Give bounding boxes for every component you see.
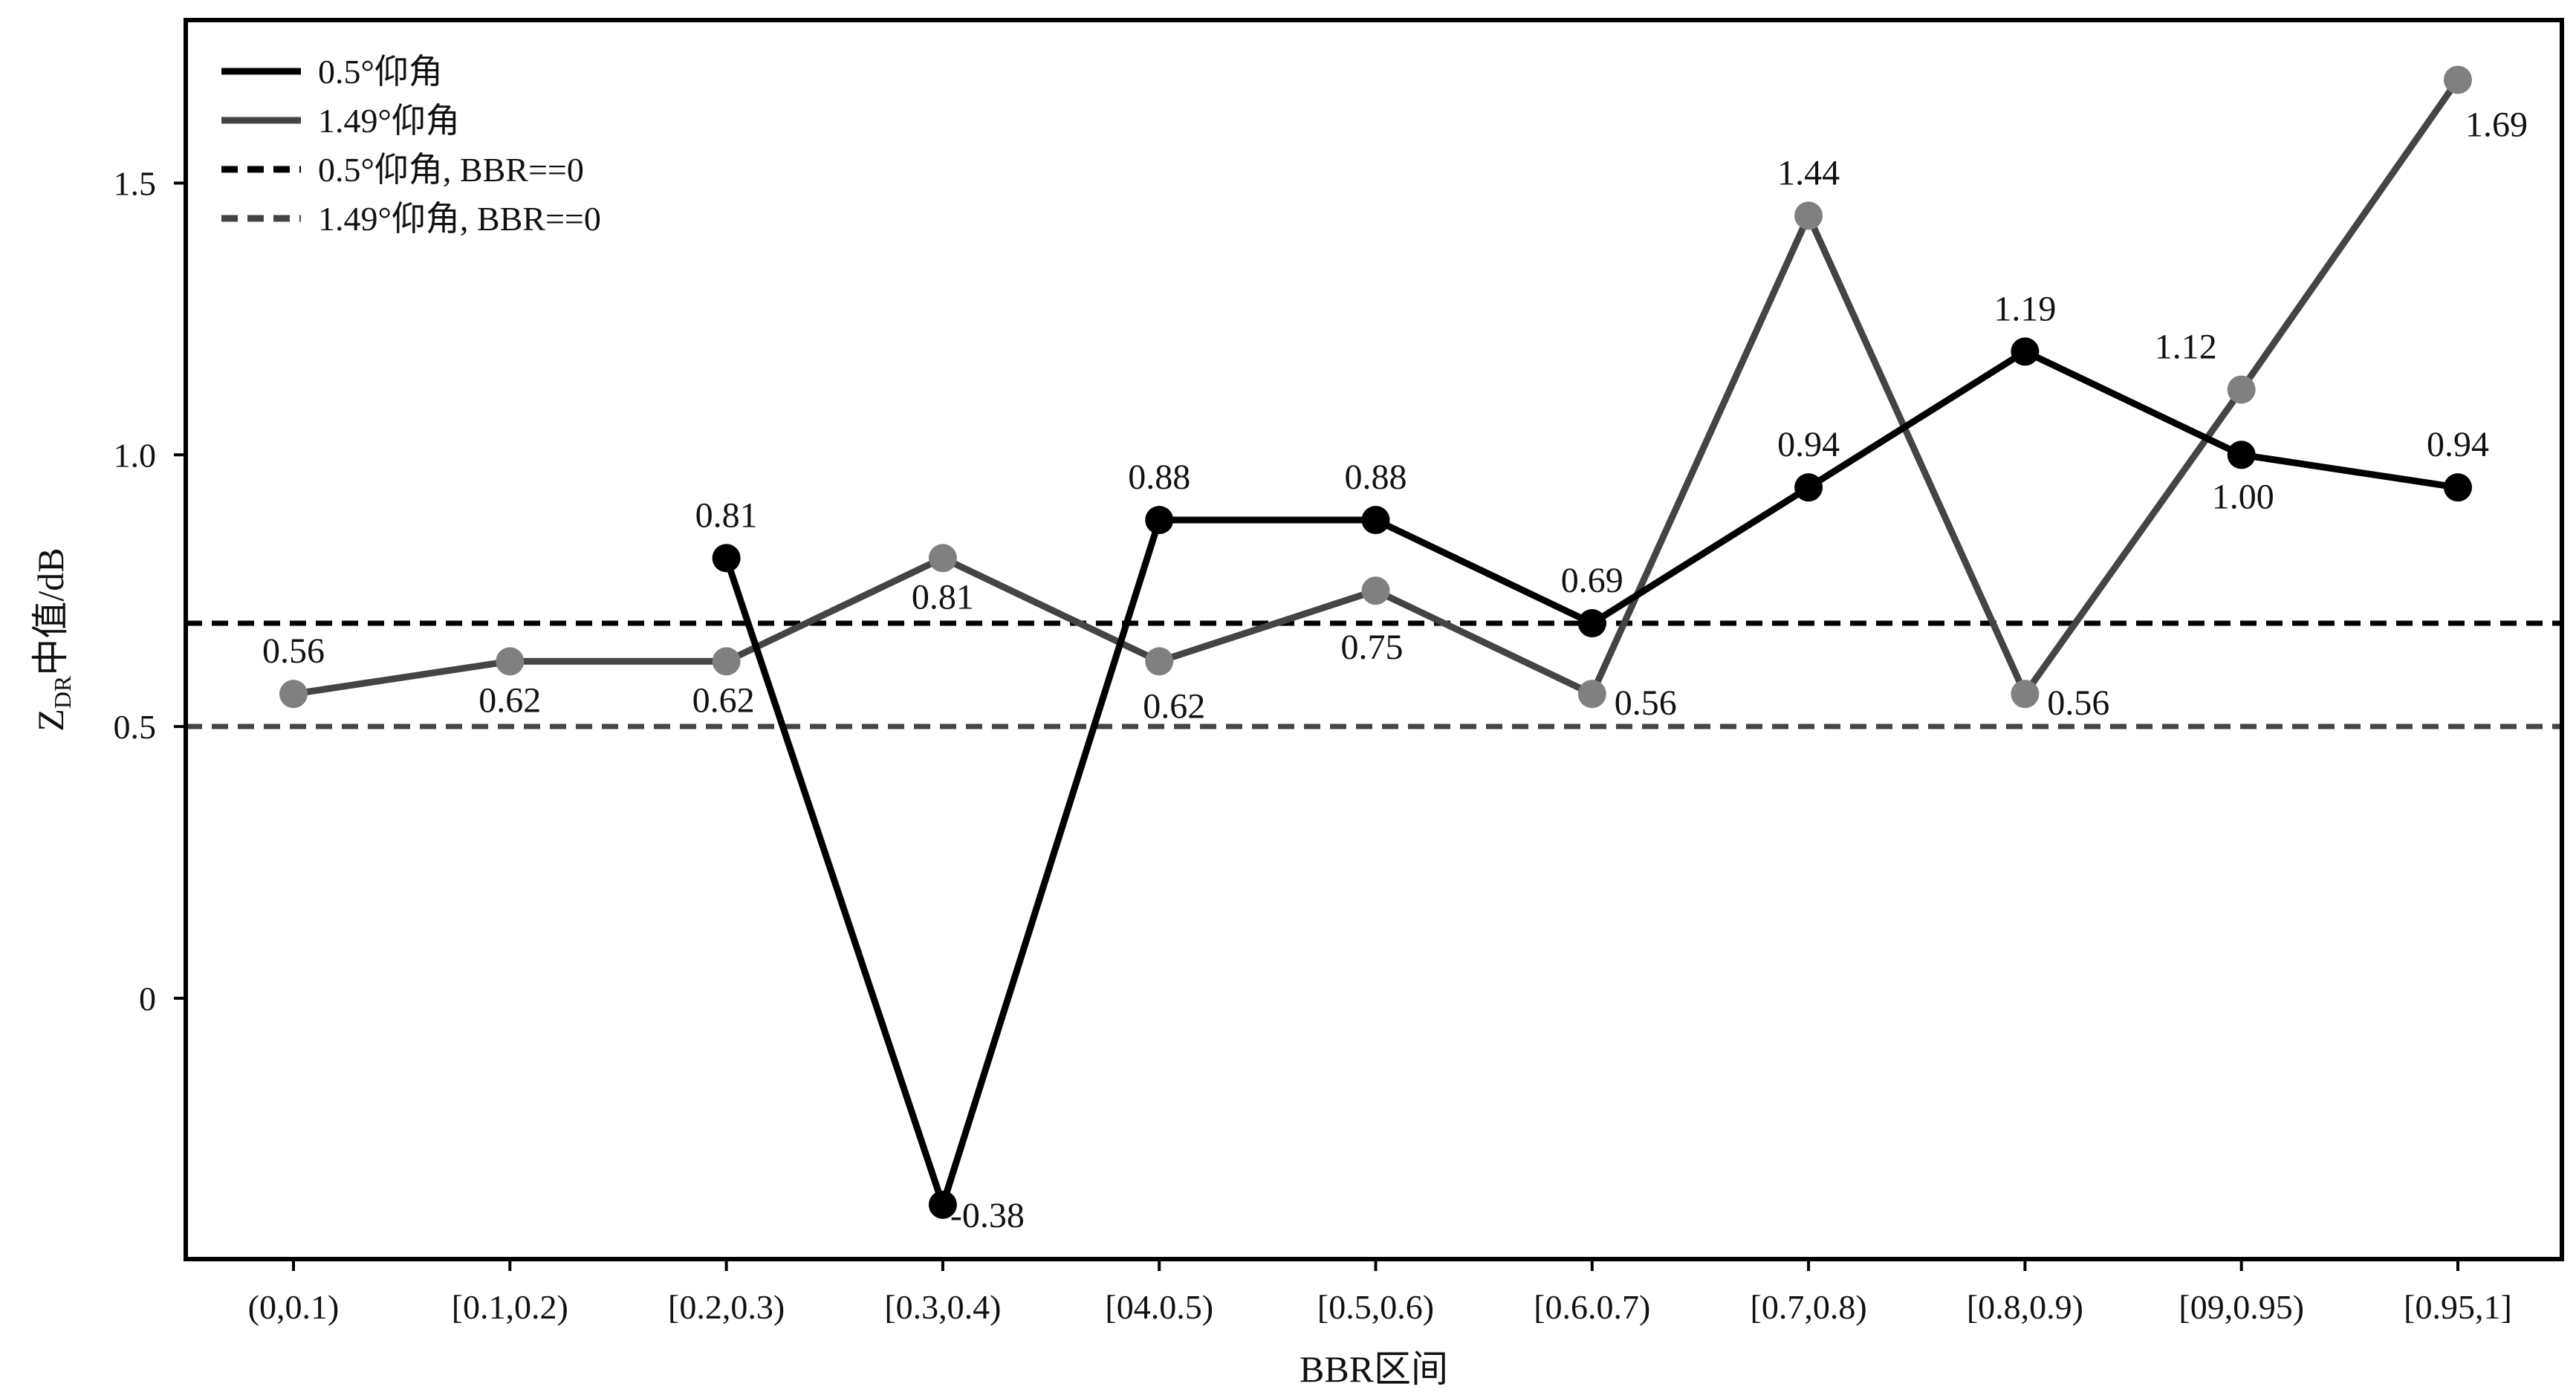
x-tick-label-3: [0.2,0.3) (668, 1288, 785, 1326)
data-label-series-1-4: -0.38 (950, 1196, 1025, 1235)
series-1-point-5 (1145, 506, 1174, 535)
data-label-series-2-6: 0.75 (1341, 628, 1404, 667)
data-label-series-2-2: 0.62 (478, 680, 541, 720)
x-tick-label-1: (0,0.1) (248, 1288, 340, 1326)
data-label-series-1-8: 0.94 (1777, 425, 1840, 464)
legend: 0.5°仰角 1.49°仰角 0.5°仰角, BBR==0 1.49°仰角, BBR=… (221, 53, 601, 238)
series-1-point-9 (2011, 337, 2040, 366)
data-label-series-2-11: 1.69 (2465, 105, 2528, 144)
x-tick-label-7: [0.6.0.7) (1534, 1288, 1650, 1326)
x-tick-label-5: [04.0.5) (1105, 1288, 1213, 1326)
series-2-point-5 (1145, 647, 1174, 676)
data-label-series-1-3: 0.81 (695, 495, 758, 535)
data-label-series-1-9: 1.19 (1993, 289, 2056, 328)
series-2-point-1 (279, 680, 308, 709)
x-tick-label-4: [0.3,0.4) (884, 1288, 1001, 1326)
series-2-point-9 (2011, 680, 2040, 709)
y-axis-title: ZDR中值/dB (30, 547, 76, 731)
data-label-series-2-3: 0.62 (692, 680, 755, 720)
x-tick-label-6: [0.5,0.6) (1317, 1288, 1434, 1326)
series-2-point-8 (1794, 201, 1823, 230)
y-axis-title-main: Z (30, 709, 71, 732)
legend-label-2: 1.49°仰角 (318, 102, 460, 140)
series-2-point-11 (2444, 65, 2472, 94)
series-1-point-8 (1794, 473, 1823, 502)
series-1-point-7 (1577, 609, 1606, 638)
y-tick-label-2: 0.5 (114, 708, 157, 746)
series-2-point-4 (928, 544, 957, 573)
series-markers (279, 65, 2472, 1219)
x-tick-label-10: [09,0.95) (2178, 1288, 2304, 1326)
plot-frame (184, 18, 2564, 1261)
data-label-series-2-7: 0.56 (1615, 683, 1677, 723)
data-label-series-1-11: 0.94 (2427, 425, 2489, 464)
series-1-point-4 (928, 1190, 957, 1219)
legend-label-4: 1.49°仰角, BBR==0 (318, 200, 601, 238)
y-tick-label-3: 1.0 (114, 436, 157, 474)
y-tick-label-4: 1.5 (114, 164, 157, 202)
data-label-series-2-9: 0.56 (2047, 683, 2109, 723)
reference-lines (186, 620, 2562, 729)
legend-label-1: 0.5°仰角 (318, 53, 443, 91)
x-axis: (0,0.1) [0.1,0.2) [0.2,0.3) [0.3,0.4) [04.0.… (248, 1259, 2512, 1326)
series-1-point-10 (2227, 440, 2256, 469)
x-tick-label-8: [0.7,0.8) (1751, 1288, 1867, 1326)
data-label-series-2-10: 1.12 (2155, 327, 2217, 366)
series-2-point-10 (2227, 375, 2256, 404)
series-1-point-11 (2444, 473, 2472, 502)
series-2-point-2 (496, 647, 525, 676)
x-tick-label-9: [0.8,0.9) (1967, 1288, 2083, 1326)
data-label-series-1-7: 0.69 (1561, 561, 1623, 600)
legend-label-3: 0.5°仰角, BBR==0 (318, 151, 584, 189)
data-label-series-1-5: 0.88 (1128, 458, 1190, 497)
data-label-series-1-10: 1.00 (2212, 477, 2274, 516)
data-labels: 0.81 -0.38 0.88 0.88 0.69 0.94 1.19 1.00 0.94 0.5… (262, 105, 2528, 1235)
x-tick-label-11: [0.95,1] (2404, 1288, 2512, 1326)
x-axis-title: BBR区间 (1300, 1348, 1448, 1390)
y-axis: 0 0.5 1.0 1.5 (114, 164, 186, 1018)
series-1-point-6 (1361, 506, 1390, 535)
data-label-series-1-6: 0.88 (1345, 458, 1407, 497)
y-axis-title-subscript: DR (49, 675, 76, 709)
y-axis-title-suffix: 中值/dB (30, 547, 71, 675)
series-1-point-3 (712, 544, 741, 573)
y-tick-label-1: 0 (139, 980, 156, 1018)
series-2-point-3 (712, 647, 741, 676)
series-2-point-7 (1577, 680, 1606, 709)
data-label-series-2-1: 0.56 (262, 631, 325, 671)
x-tick-label-2: [0.1,0.2) (452, 1288, 568, 1326)
series-2-point-6 (1361, 576, 1390, 605)
data-label-series-2-4: 0.81 (912, 577, 974, 617)
data-label-series-2-5: 0.62 (1143, 686, 1205, 726)
data-label-series-2-8: 1.44 (1777, 153, 1840, 192)
